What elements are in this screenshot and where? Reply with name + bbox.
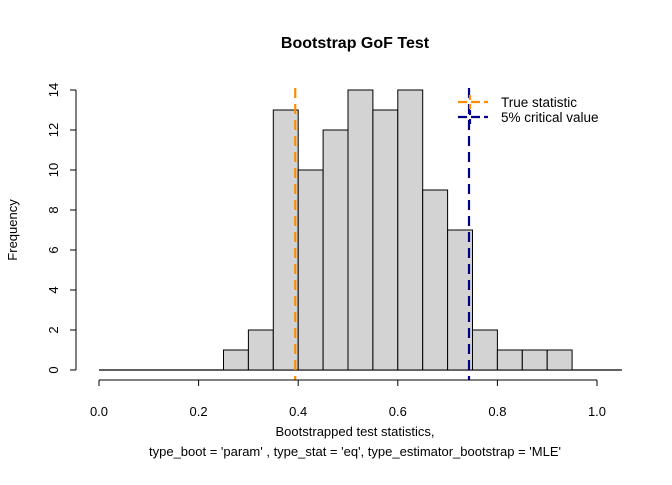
x-tick-label: 0.8 [488,404,506,419]
x-tick-label: 0.6 [389,404,407,419]
histogram-bar [546,349,573,371]
legend-label: True statistic [501,95,577,110]
histogram-bar [472,329,498,371]
histogram-bar [521,349,548,371]
histogram-bar [397,89,424,371]
histogram-bar [347,89,374,371]
y-axis-label: Frequency [5,199,20,261]
chart-title: Bootstrap GoF Test [281,35,430,52]
x-tick-label: 1.0 [588,404,606,419]
histogram-bar [297,169,324,371]
histogram-bar [247,329,274,371]
x-tick-label: 0.4 [289,404,307,419]
y-tick-label: 8 [46,206,61,213]
histogram-bar [223,349,249,371]
y-tick-label: 0 [46,366,61,373]
y-tick-label: 12 [46,123,61,137]
y-tick-label: 2 [46,326,61,333]
y-tick-label: 6 [46,246,61,253]
histogram-bar [422,189,449,371]
legend-label: 5% critical value [501,110,599,125]
y-tick-label: 10 [46,163,61,177]
y-tick-label: 14 [46,83,61,97]
y-tick-label: 4 [46,286,61,293]
x-tick-label: 0.0 [90,404,108,419]
histogram-bar [322,129,349,371]
x-axis-label-line2: type_boot = 'param' , type_stat = 'eq', … [149,444,561,459]
histogram-bar [372,109,399,371]
x-axis-label-line1: Bootstrapped test statistics, [276,424,435,439]
histogram-bar [496,349,523,371]
x-tick-label: 0.2 [190,404,208,419]
